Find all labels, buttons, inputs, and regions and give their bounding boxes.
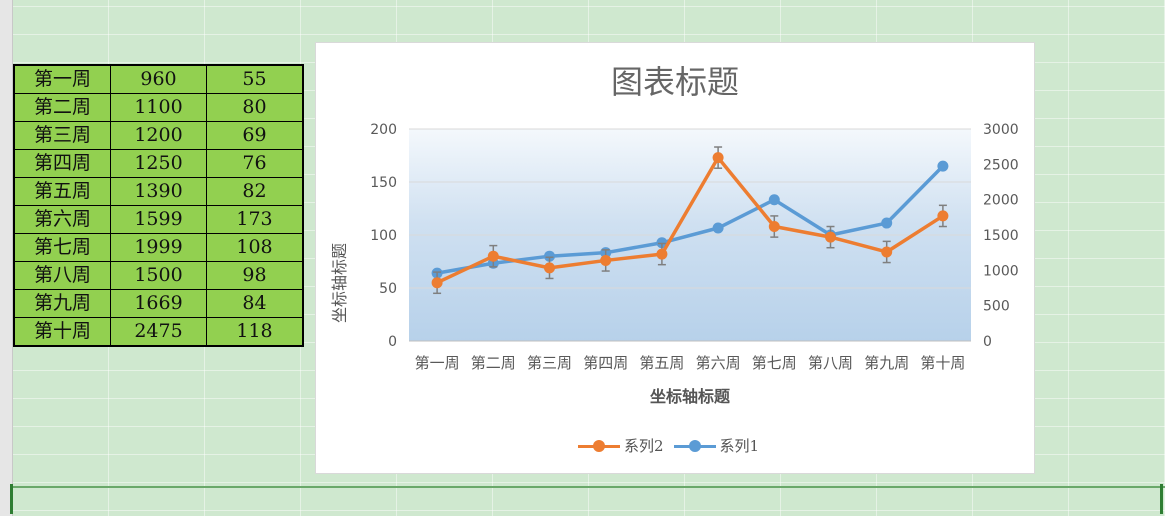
- series2-point: [937, 210, 949, 222]
- y-tick-label: 100: [370, 228, 397, 244]
- table-cell[interactable]: 第八周: [13, 261, 111, 290]
- table-cell[interactable]: 1250: [110, 149, 207, 178]
- y-tick-label: 200: [370, 122, 397, 138]
- sheet-right-marker: [1160, 484, 1163, 514]
- series2-point: [544, 262, 555, 274]
- table-cell[interactable]: 第二周: [13, 93, 111, 122]
- table-row: 第八周 1500 98: [13, 261, 304, 290]
- series2-line: [436, 155, 944, 285]
- series2-point: [656, 248, 668, 260]
- table-cell[interactable]: 82: [206, 177, 304, 206]
- table-row: 第五周 1390 82: [13, 177, 304, 206]
- chart-plot: 050100150200050010001500200025003000第一周第…: [370, 122, 1019, 372]
- series2-point: [825, 231, 836, 243]
- x-tick-label: 第一周: [415, 354, 460, 372]
- table-row: 第九周 1669 84: [13, 289, 304, 318]
- y2-tick-label: 0: [983, 334, 992, 350]
- table-cell[interactable]: 1100: [110, 93, 207, 122]
- table-cell[interactable]: 第七周: [13, 233, 111, 262]
- x-tick-label: 第六周: [696, 354, 741, 372]
- table-cell[interactable]: 55: [206, 64, 304, 94]
- chart[interactable]: 0 50 100 150 200 0 500 1000 1500 2000 2500 3000 第一周第…: [315, 42, 1035, 474]
- x-tick-label: 第七周: [752, 354, 797, 372]
- table-cell[interactable]: 1500: [110, 261, 207, 290]
- table-cell[interactable]: 第十周: [13, 317, 111, 347]
- series1-point: [544, 250, 555, 262]
- y-axis-title: 坐标轴标题: [330, 242, 349, 323]
- table-row: 第二周 1100 80: [13, 93, 304, 122]
- x-tick-label: 第四周: [583, 354, 628, 372]
- y-tick-label: 0: [388, 334, 397, 350]
- table-cell[interactable]: 第六周: [13, 205, 111, 234]
- legend-label-series1: 系列1: [719, 437, 760, 455]
- table-cell[interactable]: 118: [206, 317, 304, 347]
- series2-point: [431, 277, 443, 289]
- y2-tick-label: 3000: [983, 122, 1019, 138]
- legend-item-series2: 系列2: [578, 435, 664, 456]
- series1-point: [937, 160, 949, 172]
- series1-point: [768, 194, 780, 206]
- table-cell[interactable]: 960: [110, 64, 207, 94]
- y2-tick-label: 2500: [983, 157, 1019, 173]
- table-cell[interactable]: 第三周: [13, 121, 111, 150]
- sheet-bottom-border: [12, 486, 1165, 488]
- legend-label-series2: 系列2: [624, 437, 664, 455]
- table-cell[interactable]: 98: [206, 261, 304, 290]
- table-cell[interactable]: 第一周: [13, 64, 111, 94]
- table-cell[interactable]: 2475: [110, 317, 207, 347]
- x-tick-label: 第三周: [527, 354, 572, 372]
- series2-point: [712, 152, 724, 164]
- table-cell[interactable]: 108: [206, 233, 304, 262]
- y2-tick-label: 2000: [983, 193, 1019, 209]
- table-cell[interactable]: 76: [206, 149, 304, 178]
- table-row: 第六周 1599 173: [13, 205, 304, 234]
- chart-legend: 系列2 系列1: [578, 435, 763, 456]
- table-row: 第三周 1200 69: [13, 121, 304, 150]
- data-table: 第一周 960 55 第二周 1100 80 第三周 1200 69 第四周 1250 76 第五周 13…: [13, 64, 304, 347]
- y2-tick-label: 500: [983, 299, 1010, 315]
- x-tick-label: 第八周: [808, 354, 853, 372]
- legend-marker-series1: [673, 439, 716, 452]
- table-row: 第一周 960 55: [13, 64, 304, 94]
- table-cell[interactable]: 1599: [110, 205, 207, 234]
- table-cell[interactable]: 第四周: [13, 149, 111, 178]
- legend-marker-series2: [578, 439, 620, 452]
- x-tick-label: 第九周: [864, 354, 909, 372]
- table-cell[interactable]: 第五周: [13, 177, 111, 206]
- chart-title: 图表标题: [610, 63, 739, 101]
- series2-point: [881, 246, 893, 258]
- table-cell[interactable]: 1999: [110, 233, 207, 262]
- table-row: 第四周 1250 76: [13, 149, 304, 178]
- sheet-left-marker: [10, 484, 13, 514]
- table-cell[interactable]: 1669: [110, 289, 207, 318]
- y2-tick-label: 1000: [983, 263, 1019, 279]
- table-cell[interactable]: 69: [206, 121, 304, 150]
- table-cell[interactable]: 第九周: [13, 289, 111, 318]
- y2-tick-label: 1500: [983, 228, 1019, 244]
- table-cell[interactable]: 1200: [110, 121, 207, 150]
- series1-point: [712, 222, 724, 234]
- table-cell[interactable]: 80: [206, 93, 304, 122]
- series2-point: [600, 254, 612, 266]
- x-tick-label: 第五周: [639, 354, 684, 372]
- row-header[interactable]: [0, 0, 13, 516]
- table-row: 第十周 2475 118: [13, 317, 304, 347]
- series2-point: [487, 250, 499, 262]
- x-tick-label: 第十周: [920, 354, 965, 372]
- table-cell[interactable]: 84: [206, 289, 304, 318]
- table-cell[interactable]: 1390: [110, 177, 207, 206]
- x-axis-title: 坐标轴标题: [649, 387, 730, 406]
- series1-point: [881, 217, 893, 229]
- table-row: 第七周 1999 108: [13, 233, 304, 262]
- y-tick-label: 50: [379, 281, 397, 297]
- x-tick-label: 第二周: [471, 354, 516, 372]
- table-cell[interactable]: 173: [206, 205, 304, 234]
- series2-point: [768, 221, 780, 233]
- series1-line: [436, 164, 945, 275]
- legend-item-series1: 系列1: [673, 435, 760, 456]
- y-tick-label: 150: [370, 175, 397, 191]
